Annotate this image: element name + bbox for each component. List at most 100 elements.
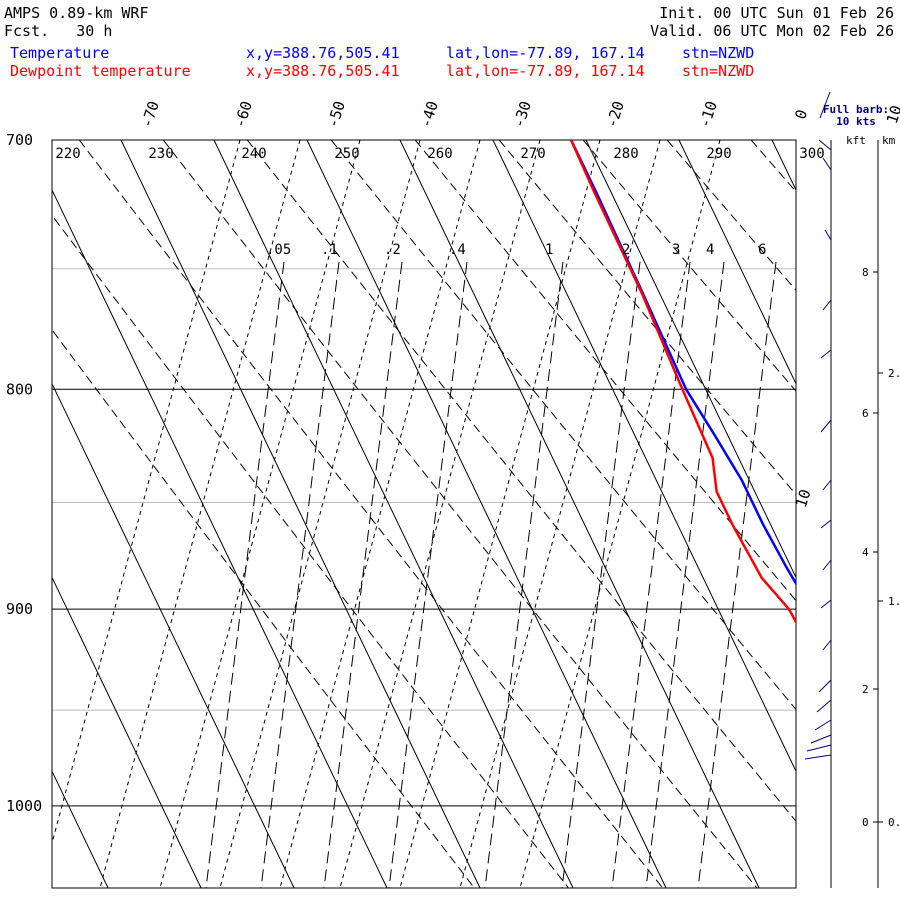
mixing-ratio-label: .05 [266,242,291,258]
mixing-ratio-line [260,261,340,888]
dry-adiabat-line [52,328,475,888]
valid-time: Valid. 06 UTC Mon 02 Feb 26 [650,22,894,40]
forecast-label: Fcst. 30 h [4,22,112,40]
wind-barb [822,639,832,651]
mixing-ratio-label: .4 [449,242,466,258]
isotherm-label: -30 [509,99,534,130]
dry-adiabat-lines [52,140,900,888]
wind-barb [820,519,832,529]
sounding-series [569,140,796,625]
mixing-ratio-line [323,261,403,888]
kft-tick-label: 0 [862,816,869,829]
isotherm-label: -70 [137,99,162,130]
mixing-ratio-lines [205,261,777,888]
wind-barb [818,139,832,151]
mixing-ratio-label: 4 [706,242,714,258]
chart-labels: 700 800 900 1000 -70 -60 -50 -40 -30 -20 -10 0 10 220… [6,99,900,815]
theta-label: 300 [799,146,824,162]
isotherm-line [213,140,574,888]
isotherm-line [865,140,900,888]
legend-temperature-name: Temperature [10,44,110,62]
theta-label: 220 [55,146,80,162]
theta-label: 290 [706,146,731,162]
moist-adiabat-line [519,140,721,888]
moist-adiabat-line [459,140,661,888]
dry-adiabat-line [162,140,758,888]
isotherm-line [399,140,760,888]
km-tick-label: 0. [888,816,900,829]
isotherm-line [52,188,388,888]
wind-barb [822,299,832,311]
wind-barb [822,559,832,571]
fcst-label: Fcst. [4,22,50,40]
theta-label: 230 [148,146,173,162]
isotherm-line [52,770,109,888]
mixing-ratio-label: 6 [758,242,766,258]
wind-barb [810,734,832,744]
model-title: AMPS 0.89-km WRF [4,4,149,22]
full-barb-speed: 10 kts [836,115,876,128]
wind-barb [806,744,832,752]
isotherm-label: -60 [230,99,255,130]
mixing-ratio-line [561,261,641,888]
wind-barb [820,349,832,359]
dry-adiabat-line [666,140,796,292]
moist-adiabat-line [159,140,361,888]
pressure-label-900: 900 [6,600,33,618]
full-barb-sample [819,91,831,119]
kft-tick-label: 2 [862,683,869,696]
isotherm-label: 10 [883,103,900,126]
moist-adiabat-line [279,140,481,888]
mixing-ratio-line [645,261,725,888]
theta-label: 250 [334,146,359,162]
wind-barb [822,479,832,491]
dry-adiabat-line [52,214,569,888]
isotherm-line [585,140,796,579]
moist-adiabat-line [52,140,241,846]
theta-label: 280 [613,146,638,162]
km-tick-label: 1. [888,595,900,608]
moist-adiabat-lines [52,140,721,888]
dry-adiabat-line [78,140,664,888]
legend-dewpoint-stn: stn=NZWD [682,62,755,80]
mixing-ratio-label: 2 [622,242,630,258]
isotherm-label: -50 [323,99,348,130]
theta-label: 240 [241,146,266,162]
kft-tick-label: 6 [862,407,869,420]
legend-dewpoint-xy: x,y=388.76,505.41 [246,62,400,80]
isotherm-line [492,140,796,773]
isotherm-line [306,140,667,888]
km-tick-label: 2. [888,367,900,380]
dry-adiabat-line [582,140,796,392]
wind-profile-panel: kft km 0 2 4 6 8 0. 1. 2. Full barb:10 kts [804,91,900,888]
isotherm-label-10-side: 10 [792,487,815,510]
legend-dewpoint-name: Dewpoint temperature [10,62,191,80]
isotherm-label: -40 [416,99,441,130]
init-time: Init. 00 UTC Sun 01 Feb 26 [659,4,894,22]
dry-adiabat-line [330,140,796,711]
dry-adiabat-line [835,140,900,888]
dry-adiabat-line [246,140,796,823]
isotherm-label: -20 [602,99,627,130]
legend-temperature-xy: x,y=388.76,505.41 [246,44,400,62]
mixing-ratio-line [697,261,777,888]
legend-dewpoint-latlon: lat,lon=-77.89, 167.14 [446,62,645,80]
dry-adiabat-line [414,140,796,602]
moist-adiabat-line [99,140,301,888]
isotherm-line [771,140,796,192]
kft-label: kft [846,134,866,147]
theta-label: 260 [427,146,452,162]
moist-adiabat-line [339,140,541,888]
isotherm-line [52,576,202,888]
moist-adiabat-line [399,140,601,888]
pressure-label-700: 700 [6,131,33,149]
moist-adiabat-line [219,140,421,888]
mixing-ratio-line [388,261,468,888]
pressure-label-800: 800 [6,380,33,398]
mixing-ratio-label: 1 [545,242,553,258]
legend-temperature-stn: stn=NZWD [682,44,755,62]
mixing-ratio-line [205,261,285,888]
background-grid [51,139,797,889]
mixing-ratio-label: .2 [384,242,401,258]
isotherm-label: 0 [791,107,811,121]
